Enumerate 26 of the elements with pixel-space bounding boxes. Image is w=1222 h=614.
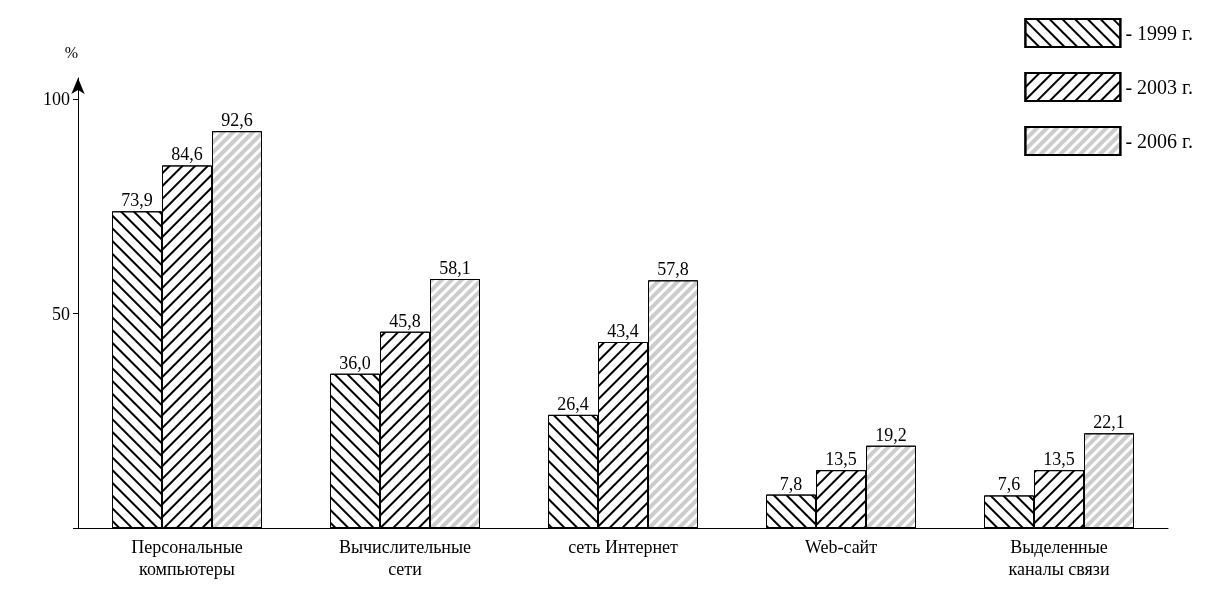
data-label: 7,6 — [997, 474, 1021, 495]
data-label: 19,2 — [875, 424, 907, 445]
data-label: 73,9 — [121, 190, 153, 211]
y-axis-title: % — [64, 43, 78, 61]
data-label: 58,1 — [439, 258, 471, 278]
data-label: 43,4 — [607, 321, 639, 341]
x-tick-label: Персональные компьютеры — [131, 537, 243, 579]
legend-label: - 2003 г. — [1125, 76, 1193, 98]
data-label: 36,0 — [339, 352, 371, 373]
data-label: 22,1 — [1093, 412, 1125, 433]
legend-label: - 1999 г. — [1125, 22, 1193, 44]
x-tick-label: Вычислительные сети — [338, 537, 472, 579]
data-label: 13,5 — [1043, 449, 1075, 470]
data-label: 92,6 — [221, 110, 253, 131]
data-label: 7,8 — [779, 473, 803, 494]
y-tick-label: 100 — [43, 89, 70, 110]
data-label: 57,8 — [657, 259, 689, 280]
data-label: 45,8 — [389, 310, 421, 331]
data-label: 13,5 — [825, 449, 857, 470]
data-label: 26,4 — [557, 393, 589, 414]
y-tick-label: 50 — [52, 303, 70, 324]
x-tick-label: сеть Интернет — [568, 537, 679, 557]
x-tick-label: Выделенные каналы связи — [1008, 537, 1110, 579]
legend-label: - 2006 г. — [1125, 130, 1193, 152]
x-tick-label: Web-сайт — [804, 537, 878, 557]
data-label: 84,6 — [171, 144, 203, 165]
